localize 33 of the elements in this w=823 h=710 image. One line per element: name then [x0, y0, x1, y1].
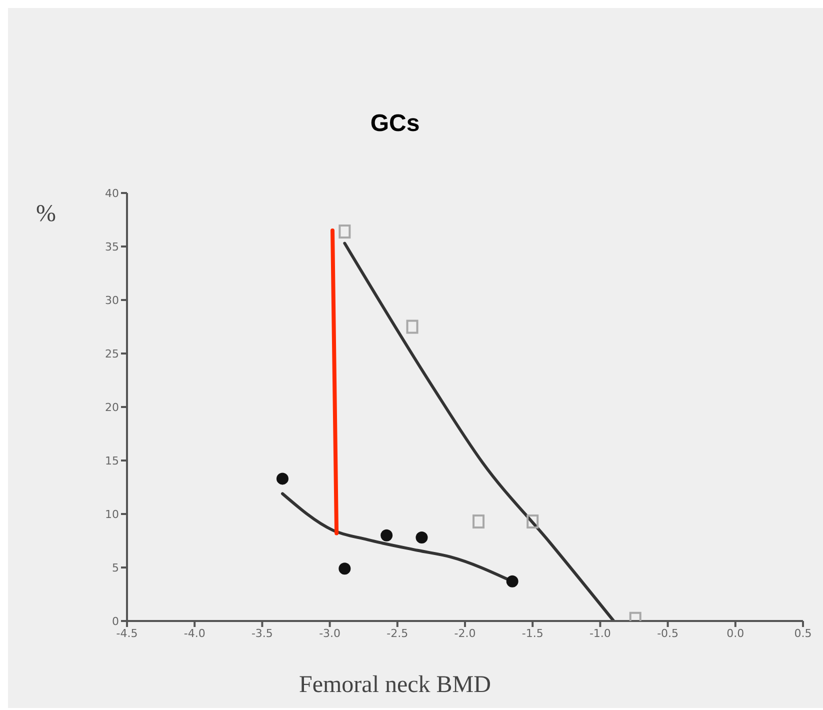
y-tick-label: 10	[105, 508, 119, 521]
x-tick-label: -1.0	[589, 626, 611, 640]
y-axis-title: %	[36, 201, 56, 228]
y-tick-label: 5	[112, 561, 119, 574]
x-tick-label: -0.5	[657, 626, 679, 640]
y-tick-label: 35	[105, 240, 119, 254]
point	[338, 562, 351, 575]
x-tick-label: -4.0	[184, 626, 206, 640]
x-axis-title: Femoral neck BMD	[298, 672, 492, 699]
chart-title: GCs	[369, 110, 421, 138]
y-tick-label: 15	[105, 454, 119, 468]
point	[416, 532, 428, 544]
x-tick-label: 0.0	[726, 626, 744, 640]
y-tick-label: 0	[112, 614, 119, 628]
x-tick-label: -2.0	[454, 626, 476, 640]
x-tick-label: -1.5	[522, 626, 544, 640]
y-tick-label: 20	[105, 400, 119, 414]
x-tick-label: -2.5	[386, 626, 408, 640]
point	[338, 224, 351, 239]
point	[276, 472, 288, 485]
point	[506, 575, 518, 588]
line-series	[343, 242, 616, 621]
y-tick-label: 30	[105, 294, 119, 307]
point	[526, 514, 539, 528]
point	[472, 514, 485, 528]
y-tick-label: 40	[105, 186, 119, 200]
y-tick-label: 25	[105, 347, 119, 360]
point	[380, 529, 393, 542]
x-tick-label: 0.5	[794, 626, 812, 640]
x-tick-label: -3.0	[319, 626, 341, 640]
x-tick-label: -3.5	[251, 626, 273, 640]
point	[406, 320, 418, 334]
x-tick-label: -4.5	[116, 626, 138, 640]
